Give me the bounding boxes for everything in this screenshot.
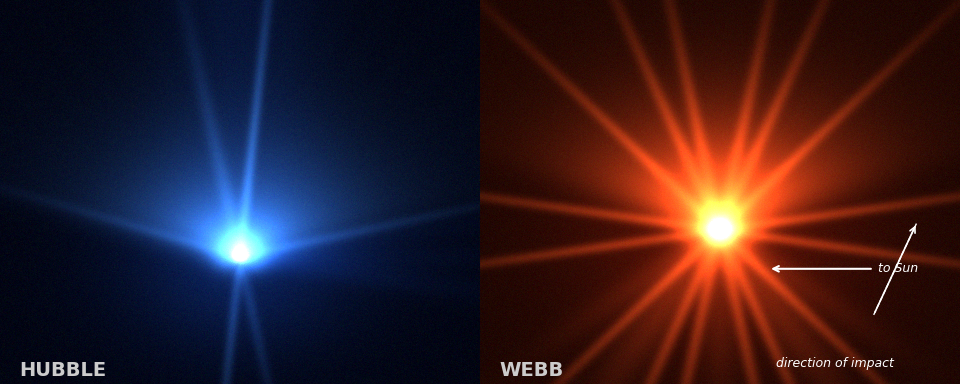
Text: HUBBLE: HUBBLE	[19, 361, 107, 380]
Text: WEBB: WEBB	[499, 361, 564, 380]
Text: to Sun: to Sun	[878, 262, 919, 275]
Text: direction of impact: direction of impact	[777, 357, 895, 370]
